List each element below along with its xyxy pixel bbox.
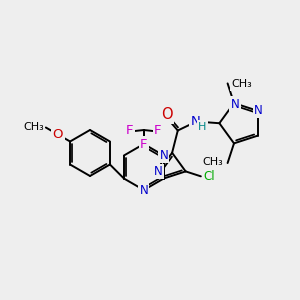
Text: N: N [190,115,200,128]
Text: Cl: Cl [204,170,215,183]
Text: F: F [154,124,162,137]
Text: CH₃: CH₃ [203,157,224,167]
Text: F: F [140,137,148,151]
Text: CH₃: CH₃ [232,80,252,89]
Text: O: O [161,107,172,122]
Text: N: N [140,184,148,196]
Text: H: H [198,122,207,131]
Text: O: O [53,128,63,141]
Text: F: F [126,124,134,137]
Text: N: N [231,98,239,111]
Text: N: N [159,149,168,162]
Text: CH₃: CH₃ [23,122,44,133]
Text: N: N [154,165,163,178]
Text: N: N [254,104,263,117]
